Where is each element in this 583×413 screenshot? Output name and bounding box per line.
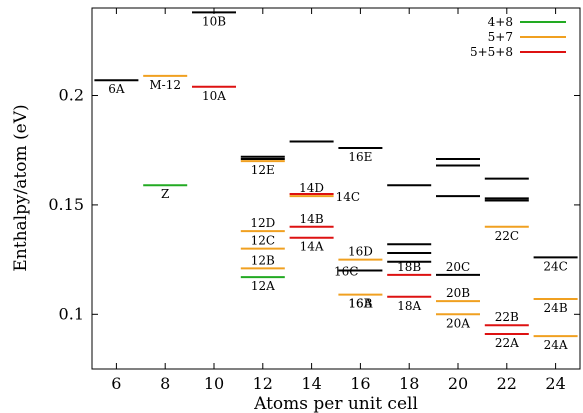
y-tick-label: 0.1	[59, 304, 84, 323]
x-axis-title: Atoms per unit cell	[253, 394, 418, 413]
y-tick-labels: 0.1 0.15 0.2	[48, 86, 84, 324]
data-label: 12B	[251, 253, 275, 267]
x-tick-label: 8	[160, 374, 170, 393]
x-tick-label: 20	[448, 374, 468, 393]
data-label: M-12	[149, 78, 181, 92]
legend-label: 5+5+8	[470, 45, 513, 59]
x-tick-label: 24	[545, 374, 565, 393]
y-tick-label: 0.2	[59, 86, 84, 105]
data-label: 22B	[495, 310, 519, 324]
data-label: 24C	[543, 259, 567, 273]
axis-ticks	[92, 8, 580, 369]
x-tick-label: 12	[253, 374, 273, 393]
data-label: 22C	[495, 229, 519, 243]
x-tick-label: 18	[399, 374, 419, 393]
data-label: 16B	[348, 297, 372, 311]
data-label: 20B	[446, 286, 470, 300]
data-label: 14D	[299, 181, 324, 195]
plot-frame	[91, 7, 581, 370]
x-tick-labels: 6 8 10 12 14 16 18 20 22 24	[111, 374, 565, 393]
x-tick-label: 14	[301, 374, 321, 393]
data-label: Z	[161, 187, 169, 201]
data-label: 16A	[348, 297, 372, 311]
data-label: 22A	[495, 336, 519, 350]
data-label: 16D	[348, 245, 373, 259]
legend: 4+85+75+5+8	[470, 15, 566, 59]
data-labels: 6A M-12 Z 10B 10A 12E 12D 12C 12B 12A 14D 14B 14A 16E…	[108, 14, 568, 352]
data-label: 18A	[397, 299, 421, 313]
data-label: 10B	[202, 14, 226, 28]
y-tick-label: 0.15	[48, 195, 84, 214]
data-label: 12D	[250, 216, 275, 230]
data-label: 20A	[446, 316, 470, 330]
data-label: 14C	[336, 190, 360, 204]
data-label: 12A	[251, 279, 275, 293]
data-label: 14B	[300, 212, 324, 226]
x-tick-label: 6	[111, 374, 121, 393]
x-tick-label: 16	[350, 374, 370, 393]
legend-label: 5+7	[488, 30, 513, 44]
data-label: 16E	[348, 150, 372, 164]
data-label: 18B	[397, 260, 421, 274]
x-tick-label: 10	[204, 374, 224, 393]
data-label: 6A	[108, 82, 125, 96]
legend-label: 4+8	[488, 15, 513, 29]
data-label: 16C	[334, 265, 358, 279]
data-label: 10A	[202, 89, 226, 103]
data-marks	[94, 11, 578, 338]
data-label: 24A	[544, 338, 568, 352]
data-label: 24B	[544, 301, 568, 315]
x-tick-label: 22	[497, 374, 517, 393]
data-label: 14A	[300, 240, 324, 254]
data-label: 12C	[251, 234, 275, 248]
y-axis-title: Enthalpy/atom (eV)	[11, 104, 31, 271]
data-label: 12E	[251, 163, 275, 177]
data-label: 20C	[446, 260, 470, 274]
